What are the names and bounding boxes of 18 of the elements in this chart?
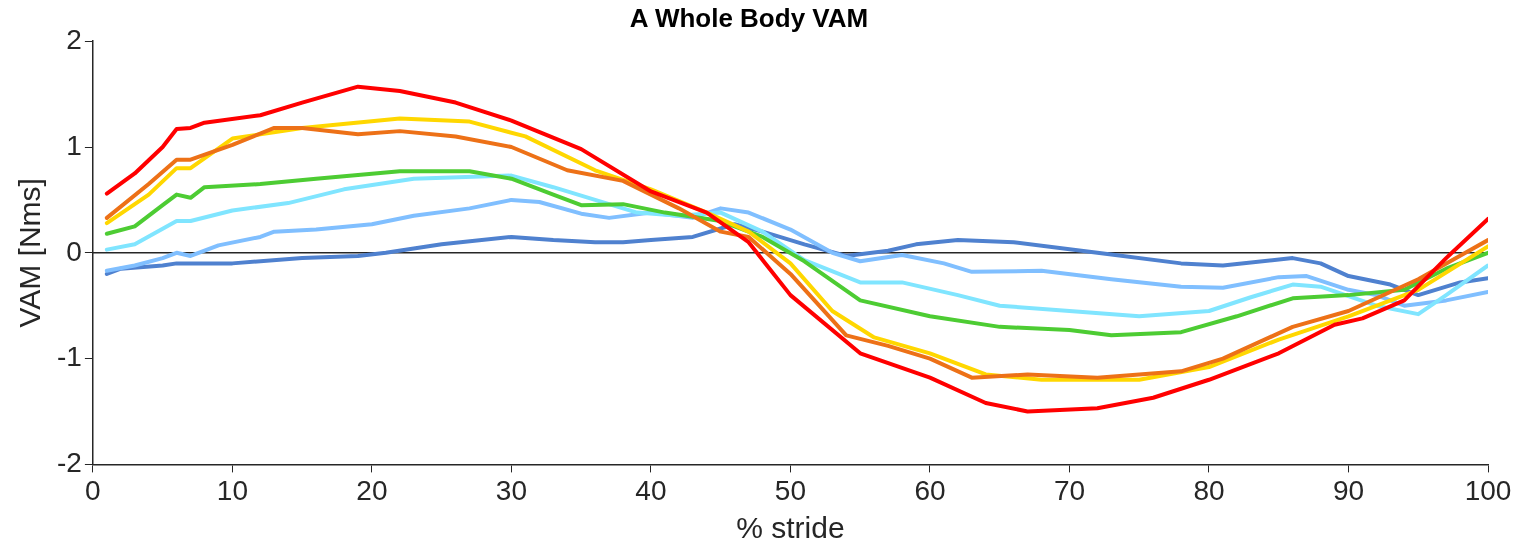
x-axis-title: % stride <box>736 511 845 545</box>
y-tick-label: 0 <box>66 235 82 267</box>
chart-title: A Whole Body VAM <box>629 2 869 33</box>
x-tick-label: 40 <box>635 474 667 506</box>
x-tick-label: 80 <box>1193 474 1225 506</box>
x-tick-label: 20 <box>356 474 388 506</box>
x-tick-label: 60 <box>914 474 946 506</box>
y-axis-title: VAM [Nms] <box>13 178 47 328</box>
x-tick-label: 10 <box>216 474 248 506</box>
x-tick-label: 30 <box>495 474 528 506</box>
x-tick-label: 100 <box>1464 474 1512 506</box>
x-tick-label: 70 <box>1053 474 1086 506</box>
y-tick-label: 2 <box>66 23 82 55</box>
x-tick-label: 90 <box>1332 474 1365 506</box>
y-tick-label: -1 <box>56 341 82 373</box>
x-tick-label: 50 <box>774 474 807 506</box>
y-tick-label: 1 <box>66 129 82 161</box>
y-tick-label: -2 <box>56 447 82 479</box>
